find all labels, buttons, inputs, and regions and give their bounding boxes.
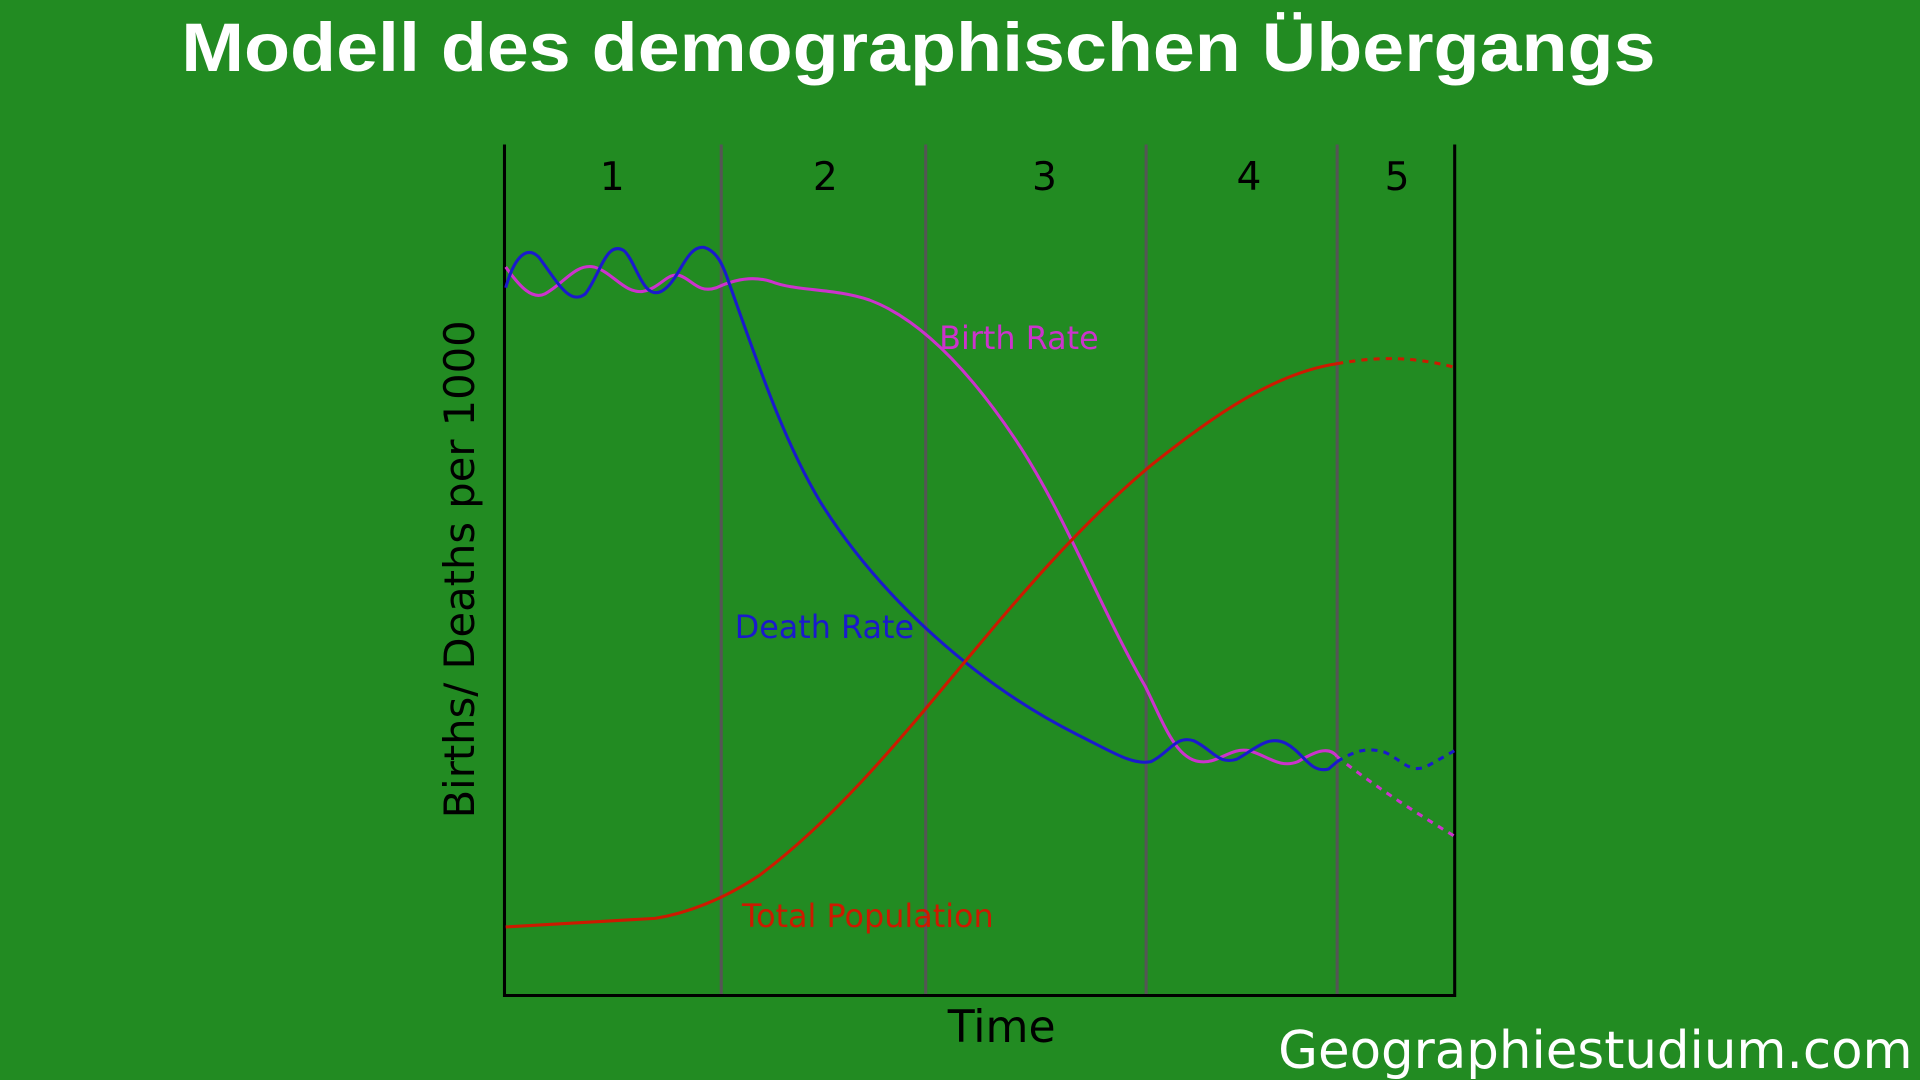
axis-frame <box>502 144 1457 998</box>
population-projection <box>1336 357 1456 369</box>
death-rate-projection <box>1336 748 1456 770</box>
axes <box>502 144 1457 998</box>
death-rate-curve <box>504 245 1339 772</box>
watermark: Geographiestudium.com <box>1278 1021 1913 1080</box>
stage-label: 1 <box>600 155 625 200</box>
stage-label: 5 <box>1385 155 1410 200</box>
x-axis-label: Time <box>947 1002 1056 1053</box>
stage-label: 2 <box>813 155 838 200</box>
curves <box>504 245 1456 929</box>
y-axis-label: Births/ Deaths per 1000 <box>435 320 484 818</box>
birth-rate-curve <box>504 265 1339 766</box>
birth-rate-projection <box>1336 755 1456 838</box>
stage-label: 3 <box>1032 155 1057 200</box>
population-curve <box>505 362 1338 929</box>
title: Modell des demographischen Übergangs <box>181 9 1655 86</box>
curve-label: Birth Rate <box>939 319 1099 357</box>
curve-label: Death Rate <box>735 608 914 646</box>
stage-label: 4 <box>1237 155 1262 200</box>
curve-label: Total Population <box>741 897 994 935</box>
